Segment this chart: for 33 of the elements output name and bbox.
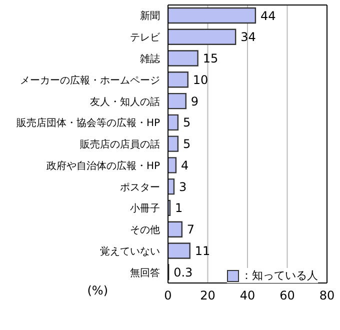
data-label: 34 (240, 30, 256, 44)
y-tick-label: 政府や自治体の広報・HP (46, 160, 160, 172)
x-tick-label: 20 (200, 288, 216, 303)
y-tick-label: 新聞 (140, 10, 160, 22)
y-tick-label: 販売店の店員の話 (80, 138, 160, 151)
data-label: 4 (180, 158, 189, 172)
x-tick-label: 40 (240, 288, 256, 303)
data-label: 10 (192, 72, 208, 87)
data-label: 5 (182, 116, 191, 130)
y-tick-label: ポスター (120, 182, 160, 194)
data-label: 44 (260, 8, 276, 23)
y-tick-label: 無回答 (130, 266, 160, 279)
x-tick-label: 0 (164, 288, 172, 303)
y-tick-label: 友人・知人の話 (90, 96, 160, 108)
y-tick-label: 雑誌 (140, 53, 160, 66)
x-axis-title: (%) (87, 283, 108, 298)
data-label: 1 (174, 201, 183, 216)
x-tick-label: 60 (280, 288, 295, 303)
y-tick-label: テレビ (130, 32, 161, 44)
data-label: 7 (186, 222, 195, 237)
legend-label: ：知っている人 (227, 268, 318, 283)
y-tick-label: 小冊子 (130, 202, 160, 215)
data-label: 0.3 (174, 265, 193, 280)
data-label: 11 (194, 244, 210, 258)
data-label: 9 (190, 94, 199, 108)
data-label: 3 (178, 180, 187, 194)
data-label: 15 (202, 52, 218, 66)
y-tick-label: メーカーの広報・ホームページ (20, 74, 160, 86)
data-label: 5 (182, 137, 191, 152)
y-tick-label: その他 (130, 224, 160, 236)
y-tick-label: 覚えていない (100, 245, 160, 258)
x-tick-label: 80 (319, 288, 335, 303)
y-tick-label: 販売店団体・協会等の広報・HP (16, 117, 160, 130)
